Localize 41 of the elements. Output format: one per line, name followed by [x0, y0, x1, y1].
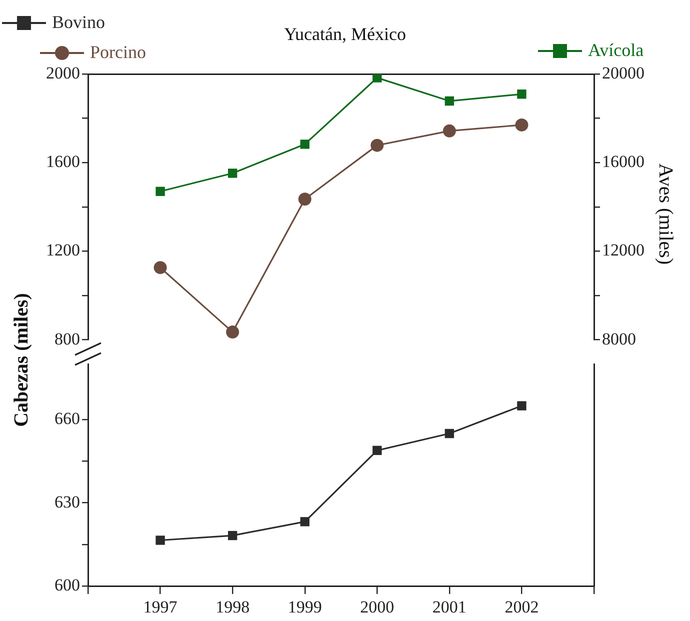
- y-tick-label: 600: [54, 575, 80, 594]
- legend-label: Bovino: [52, 12, 106, 33]
- y2-tick-label: 8000: [602, 329, 636, 348]
- point: [228, 168, 238, 178]
- point: [444, 428, 454, 438]
- y-tick-label: 1600: [46, 152, 80, 172]
- y2-tick-label: 16000: [602, 152, 644, 172]
- y2-tick-label: 20000: [602, 63, 644, 82]
- y-tick-label: 800: [54, 329, 80, 348]
- x-tick-label: 2002: [504, 598, 539, 617]
- y-tick-label: 660: [54, 409, 80, 428]
- legend-label: Porcino: [90, 42, 146, 63]
- point: [300, 517, 310, 526]
- point: [154, 261, 167, 274]
- x-tick-label: 1998: [216, 598, 250, 617]
- x-tick-label: 2000: [360, 598, 394, 617]
- point: [228, 530, 238, 540]
- y-tick-label: 2000: [46, 63, 80, 82]
- y2-tick-label: 12000: [602, 240, 644, 260]
- point: [444, 96, 454, 106]
- y-axis-title: Cabezas (miles): [10, 293, 34, 427]
- point: [515, 118, 528, 132]
- point: [372, 74, 382, 82]
- legend-label: Avícola: [588, 40, 644, 61]
- point: [442, 124, 456, 138]
- x-tick-label: 1997: [143, 598, 178, 617]
- point: [298, 192, 312, 206]
- point: [517, 401, 526, 410]
- point: [156, 186, 165, 196]
- chart-title: Yucatán, México: [284, 24, 406, 44]
- y2-axis-title: Aves (miles): [654, 163, 676, 265]
- point: [156, 536, 165, 545]
- point: [300, 140, 310, 149]
- y-tick-label: 630: [54, 492, 80, 512]
- point: [226, 326, 240, 339]
- y-tick-label: 1200: [46, 240, 80, 260]
- point: [517, 90, 526, 99]
- point: [370, 138, 384, 152]
- x-tick-label: 1999: [288, 598, 322, 617]
- point: [372, 446, 382, 456]
- x-tick-label: 2001: [432, 598, 466, 617]
